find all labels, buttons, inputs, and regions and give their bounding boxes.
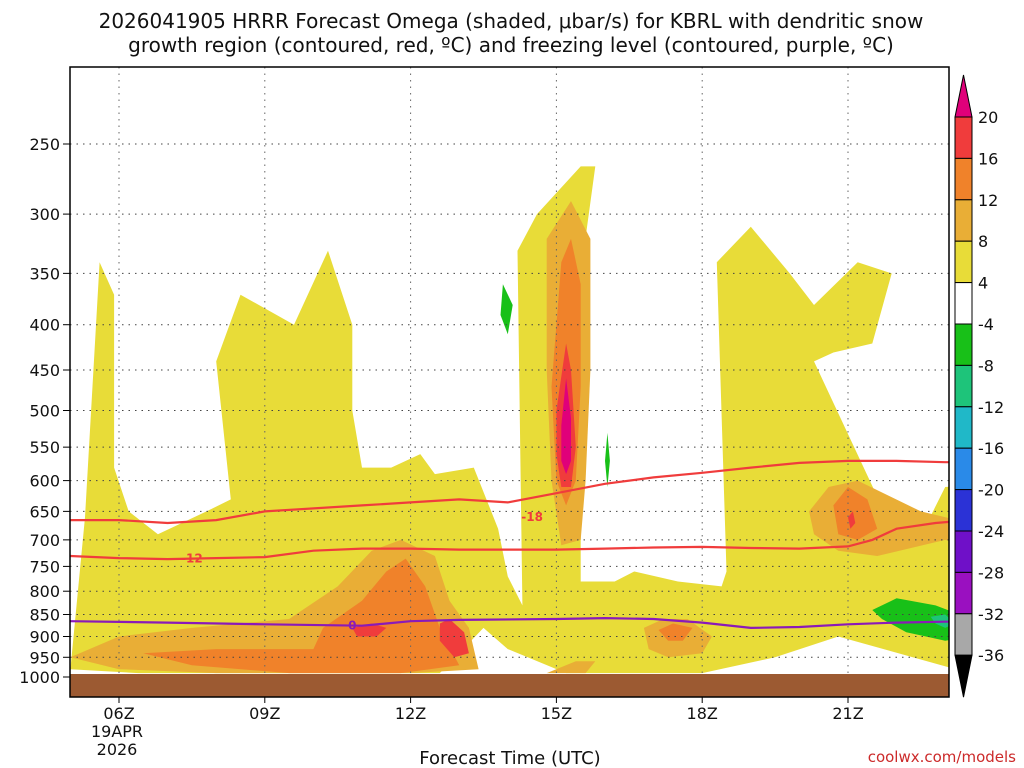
y-tick-label-250: 250 (29, 135, 60, 154)
y-tick-label-400: 400 (29, 316, 60, 335)
colorbar-box-11 (954, 530, 973, 573)
colorbar-label--20: -20 (978, 481, 1004, 500)
x-tick-label-06Z: 06Z (103, 704, 134, 723)
y-tick-label-850: 850 (29, 606, 60, 625)
x-tick-label-18Z: 18Z (687, 704, 718, 723)
x-tick-label-21Z: 21Z (832, 704, 863, 723)
colorbar-box-7 (954, 364, 973, 408)
colorbar-box-13 (954, 613, 973, 656)
colorbar-label--32: -32 (978, 605, 1004, 624)
x-tick-label-15Z: 15Z (541, 704, 572, 723)
dgz-minus-12-label: -12 (181, 552, 203, 566)
colorbar-top-arrow (954, 74, 973, 118)
omega-neg4-8-mid (605, 432, 610, 487)
omega-12-16-right (833, 487, 878, 540)
omega-8-12-mid (546, 661, 596, 674)
contour-labels: -18 -12 0 (181, 510, 543, 632)
plot-area (70, 67, 949, 697)
colorbar-label--24: -24 (978, 522, 1004, 541)
colorbar-label-16: 16 (978, 149, 998, 168)
colorbar-label--28: -28 (978, 563, 1004, 582)
dgz-minus-18-label: -18 (521, 510, 543, 524)
colorbar-label--36: -36 (978, 646, 1004, 665)
colorbar-label-12: 12 (978, 191, 998, 210)
colorbar-label--16: -16 (978, 439, 1004, 458)
colorbar-bottom-arrow (954, 654, 973, 698)
freezing-level-line (70, 616, 949, 630)
y-tick-label-650: 650 (29, 502, 60, 521)
colorbar-box-2 (954, 157, 973, 201)
omega-12-16-18z (658, 623, 693, 641)
y-tick-label-950: 950 (29, 648, 60, 667)
y-tick-label-1000: 1000 (19, 668, 60, 687)
colorbar-label-20: 20 (978, 108, 998, 127)
y-tick-label-550: 550 (29, 438, 60, 457)
colorbar-box-5 (954, 282, 973, 325)
y-tick-label-700: 700 (29, 531, 60, 550)
colorbar-box-6 (954, 323, 973, 366)
omega-gt20-column (561, 378, 571, 475)
y-tick-label-900: 900 (29, 627, 60, 646)
chart-title-line-1: 2026041905 HRRR Forecast Omega (shaded, … (99, 9, 924, 33)
colorbar-box-3 (954, 199, 973, 242)
x-tick-label-12Z: 12Z (395, 704, 426, 723)
y-tick-label-750: 750 (29, 557, 60, 576)
colorbar-label--4: -4 (978, 315, 994, 334)
y-tick-label-600: 600 (29, 472, 60, 491)
dgz-minus-18-line (70, 459, 949, 525)
y-tick-label-800: 800 (29, 582, 60, 601)
colorbar-box-12 (954, 571, 973, 615)
x-axis-title: Forecast Time (UTC) (419, 748, 600, 768)
colorbar-box-8 (954, 406, 973, 449)
x-tick-year: 2026 (97, 740, 138, 759)
dgz-minus-12-line (70, 520, 949, 561)
contour-lines (70, 459, 949, 630)
y-tick-label-500: 500 (29, 402, 60, 421)
freezing-level-label: 0 (348, 619, 356, 633)
colorbar-label--12: -12 (978, 398, 1004, 417)
x-tick-label-09Z: 09Z (249, 704, 280, 723)
colorbar-label-8: 8 (978, 232, 988, 251)
colorbar-box-4 (954, 240, 973, 284)
y-tick-label-450: 450 (29, 361, 60, 380)
colorbar-box-9 (954, 447, 973, 491)
omega-neg4-8-low (872, 598, 949, 641)
ground-below-surface (70, 674, 949, 697)
y-tick-label-300: 300 (29, 205, 60, 224)
colorbar: 20 16 12 8 4 -4 -8 -12 -16 -20 -24 -28 -32 -36 (954, 74, 1004, 698)
colorbar-box-10 (954, 489, 973, 532)
plot-frame (69, 66, 950, 698)
colorbar-label--8: -8 (978, 356, 994, 375)
omega-16-20-right (848, 511, 856, 529)
colorbar-label-4: 4 (978, 274, 988, 293)
x-tick-date: 19APR (91, 722, 143, 741)
omega-16-20-12z (439, 619, 469, 658)
site-credit: coolwx.com/models (868, 748, 1016, 766)
omega-neg4-8-upper (500, 284, 513, 335)
y-tick-label-350: 350 (29, 264, 60, 283)
y-axis-ticks: 250 300 350 400 450 500 550 600 650 700 750 800 850 9… (19, 135, 70, 687)
chart-title-line-2: growth region (contoured, red, ºC) and f… (128, 33, 894, 57)
colorbar-box-1 (954, 116, 973, 159)
omega-12-16-lower (143, 558, 460, 674)
